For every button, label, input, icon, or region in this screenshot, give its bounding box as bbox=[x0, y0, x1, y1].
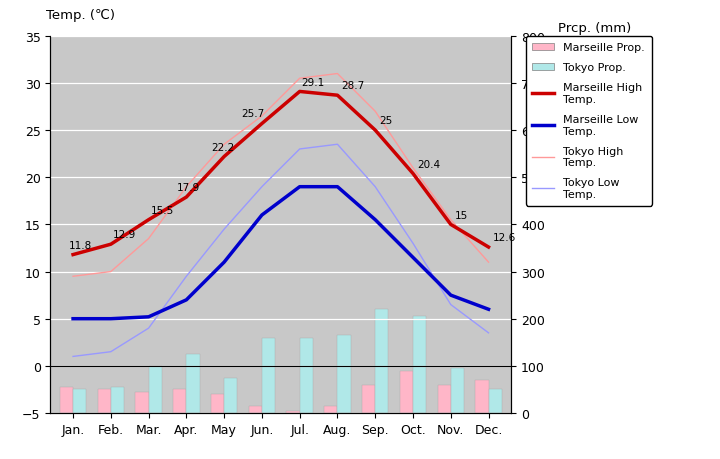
Bar bbox=[98, 390, 111, 413]
Bar bbox=[338, 336, 351, 413]
Bar bbox=[475, 380, 489, 413]
Y-axis label: Prcp. (mm): Prcp. (mm) bbox=[557, 22, 631, 34]
Bar bbox=[300, 338, 313, 413]
Bar bbox=[324, 406, 338, 413]
Bar bbox=[211, 394, 224, 413]
Bar bbox=[248, 406, 262, 413]
Bar bbox=[73, 390, 86, 413]
Bar bbox=[148, 366, 162, 413]
Text: 17.9: 17.9 bbox=[177, 183, 200, 193]
Text: 28.7: 28.7 bbox=[341, 81, 364, 91]
Bar bbox=[262, 338, 275, 413]
Bar bbox=[438, 385, 451, 413]
Bar bbox=[60, 387, 73, 413]
Bar bbox=[362, 385, 375, 413]
Bar bbox=[400, 371, 413, 413]
Bar bbox=[186, 354, 199, 413]
Bar bbox=[451, 369, 464, 413]
Text: 15: 15 bbox=[454, 210, 468, 220]
Bar bbox=[375, 309, 389, 413]
Bar bbox=[135, 392, 148, 413]
Text: 11.8: 11.8 bbox=[69, 241, 93, 250]
Bar bbox=[489, 390, 502, 413]
Legend: Marseille Prop., Tokyo Prop., Marseille High
Temp., Marseille Low
Temp., Tokyo H: Marseille Prop., Tokyo Prop., Marseille … bbox=[526, 37, 652, 206]
Text: 29.1: 29.1 bbox=[302, 78, 325, 88]
Bar bbox=[413, 317, 426, 413]
Text: 25: 25 bbox=[379, 116, 392, 126]
Text: 25.7: 25.7 bbox=[241, 109, 264, 118]
Bar bbox=[287, 411, 300, 413]
Text: Temp. (℃): Temp. (℃) bbox=[46, 9, 114, 22]
Bar bbox=[173, 390, 186, 413]
Text: 20.4: 20.4 bbox=[417, 159, 440, 169]
Text: 12.9: 12.9 bbox=[113, 230, 136, 240]
Text: 15.5: 15.5 bbox=[150, 206, 174, 215]
Bar bbox=[224, 378, 238, 413]
Bar bbox=[111, 387, 124, 413]
Text: 22.2: 22.2 bbox=[211, 142, 234, 152]
Text: 12.6: 12.6 bbox=[492, 233, 516, 243]
